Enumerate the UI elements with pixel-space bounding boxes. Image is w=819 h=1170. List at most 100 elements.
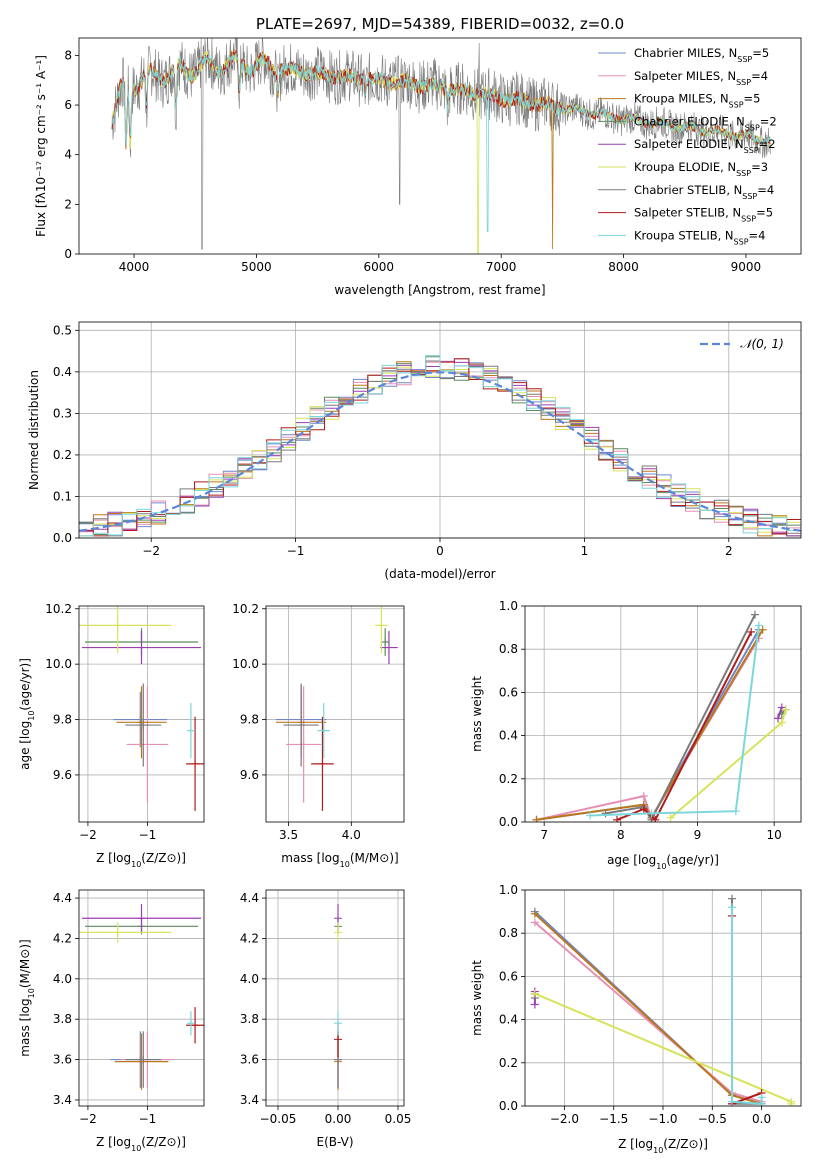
- axes-frame: [78, 321, 802, 539]
- axes-frame: [524, 605, 802, 823]
- normal-curve: [79, 371, 801, 532]
- legend-label: Chabrier MILES, NSSP=5: [634, 46, 769, 64]
- data-point: [334, 1011, 342, 1036]
- x-tick-label: 7: [540, 828, 548, 842]
- data-point: [311, 716, 334, 811]
- y-tick-label: 0.5: [53, 323, 72, 337]
- x-tick-label: −0.5: [698, 1112, 727, 1126]
- x-axis-label: Z [log10(Z/Z⊙)]: [96, 851, 186, 869]
- plot-area: [334, 904, 342, 1090]
- y-tick-label: 10.0: [45, 657, 72, 671]
- data-point: [375, 606, 388, 654]
- legend: Chabrier MILES, NSSP=5 Salpeter MILES, NS…: [598, 46, 777, 246]
- weight-series: [731, 898, 762, 1105]
- y-tick-label: 3.4: [53, 1093, 72, 1107]
- y-tick-label: 9.6: [240, 768, 259, 782]
- y-tick-label: 2: [64, 197, 72, 211]
- x-axis-label: wavelength [Angstrom, rest frame]: [334, 283, 545, 297]
- y-tick-label: 4: [64, 148, 72, 162]
- axes-frame: [78, 889, 205, 1107]
- data-point: [79, 922, 172, 943]
- y-tick-label: 0.0: [499, 815, 518, 829]
- data-point: [125, 1031, 162, 1088]
- data-point: [286, 686, 322, 803]
- y-tick-label: 10.2: [45, 602, 72, 616]
- data-point: [317, 702, 330, 759]
- plot-area: [532, 610, 790, 822]
- y-tick-label: 1.0: [499, 883, 518, 897]
- x-tick-label: −2: [142, 544, 160, 558]
- axes-frame: [265, 889, 405, 1107]
- weight-series: [536, 629, 764, 821]
- plot-area: [79, 904, 204, 1090]
- x-tick-label: 2: [725, 544, 733, 558]
- y-axis-label: mass weight: [470, 960, 484, 1036]
- residual-panel: −2 −1 0 1 2 0.0 0.1 0.2 0.3 0.4 0.5 Normed distribu…: [27, 321, 802, 558]
- data-point: [81, 630, 202, 665]
- x-axis-label: mass [log10(M/M⊙)]: [281, 851, 398, 869]
- x-tick-label: 10: [767, 828, 782, 842]
- y-tick-label: 9.8: [53, 713, 72, 727]
- y-axis-label: Flux [fλ10⁻¹⁷ erg cm⁻² s⁻¹ A⁻¹]: [34, 55, 48, 237]
- x-axis-label: Z [log10(Z/Z⊙)]: [96, 1135, 186, 1153]
- legend-label: Chabrier STELIB, NSSP=4: [634, 183, 774, 201]
- data-point: [126, 686, 169, 803]
- y-tick-label: 0.6: [499, 685, 518, 699]
- data-point: [186, 1007, 204, 1044]
- x-tick-label: 8000: [608, 260, 639, 274]
- y-tick-label: 3.6: [53, 1053, 72, 1067]
- y-tick-label: 0.3: [53, 406, 72, 420]
- data-point: [381, 628, 390, 656]
- y-tick-label: 4.0: [240, 972, 259, 986]
- x-tick-label: 9: [694, 828, 702, 842]
- data-point: [186, 1011, 195, 1036]
- y-tick-label: 0.0: [53, 531, 72, 545]
- x-tick-label: −1.5: [599, 1112, 628, 1126]
- histogram-series: [79, 355, 801, 537]
- data-point: [79, 606, 172, 654]
- mass-weight-vs-metallicity-panel: −2.0 −1.5 −1.0 −0.5 0.0 0.0 0.2 0.4 0.6 0.8 1.0 mas…: [470, 883, 802, 1126]
- y-tick-label: 4.0: [53, 972, 72, 986]
- weight-series: [590, 625, 760, 817]
- data-point: [81, 904, 202, 933]
- y-tick-label: 0.6: [499, 969, 518, 983]
- y-tick-label: 0.8: [499, 642, 518, 656]
- spectrum-panel: 4000 5000 6000 7000 8000 9000 0 2 4 6 8 Flux [fλ10⁻…: [34, 37, 802, 274]
- x-axis-label: Z [log10(Z/Z⊙)]: [618, 1137, 708, 1155]
- y-tick-label: 10.0: [232, 657, 259, 671]
- data-point: [186, 716, 204, 811]
- legend-label: Kroupa MILES, NSSP=5: [634, 92, 760, 110]
- y-tick-label: 0.0: [499, 1099, 518, 1113]
- weight-series: [670, 709, 787, 819]
- y-tick-label: 9.6: [53, 768, 72, 782]
- x-tick-label: −0.05: [260, 1112, 297, 1126]
- y-tick-label: 3.8: [240, 1012, 259, 1026]
- x-tick-label: 1: [581, 544, 589, 558]
- y-tick-label: 0.4: [499, 1013, 518, 1027]
- data-point: [186, 702, 195, 759]
- y-tick-label: 0.2: [499, 772, 518, 786]
- y-axis-label: Normed distribution: [27, 370, 41, 490]
- mass-weight-vs-age-panel: 7 8 9 10 0.0 0.2 0.4 0.6 0.8 1.0 mass weight: [470, 599, 802, 842]
- plot-area: [79, 606, 204, 811]
- x-tick-label: 9000: [731, 260, 762, 274]
- y-tick-label: 8: [64, 48, 72, 62]
- y-tick-label: 0.8: [499, 926, 518, 940]
- age-vs-metallicity-panel: −2 −1 9.6 9.8 10.0 10.2: [45, 602, 205, 842]
- y-axis-label: mass [log10(M/M⊙)]: [18, 939, 36, 1056]
- y-tick-label: 0.4: [499, 729, 518, 743]
- x-tick-label: −2: [79, 1112, 97, 1126]
- plot-area: [276, 606, 398, 811]
- x-tick-label: 4.0: [342, 828, 361, 842]
- axes-frame: [524, 889, 802, 1107]
- y-tick-label: 4.2: [240, 931, 259, 945]
- legend-label: Salpeter ELODIE, NSSP=2: [634, 137, 776, 155]
- data-point: [334, 922, 342, 943]
- y-tick-label: 9.8: [240, 713, 259, 727]
- axes-frame: [78, 605, 205, 823]
- x-tick-label: 7000: [486, 260, 517, 274]
- weight-series: [536, 629, 760, 821]
- data-point: [125, 683, 162, 767]
- y-tick-label: 0.2: [499, 1056, 518, 1070]
- y-tick-label: 4.4: [240, 891, 259, 905]
